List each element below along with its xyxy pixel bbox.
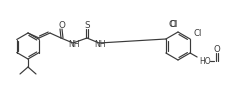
Text: Cl: Cl bbox=[194, 29, 202, 38]
Text: O: O bbox=[58, 20, 65, 29]
Text: NH: NH bbox=[68, 39, 80, 49]
Text: O: O bbox=[214, 44, 221, 54]
Text: Cl: Cl bbox=[169, 20, 177, 29]
Text: NH: NH bbox=[94, 39, 106, 49]
Text: S: S bbox=[84, 20, 90, 29]
Text: HO: HO bbox=[199, 57, 211, 65]
Text: Cl: Cl bbox=[170, 20, 178, 29]
